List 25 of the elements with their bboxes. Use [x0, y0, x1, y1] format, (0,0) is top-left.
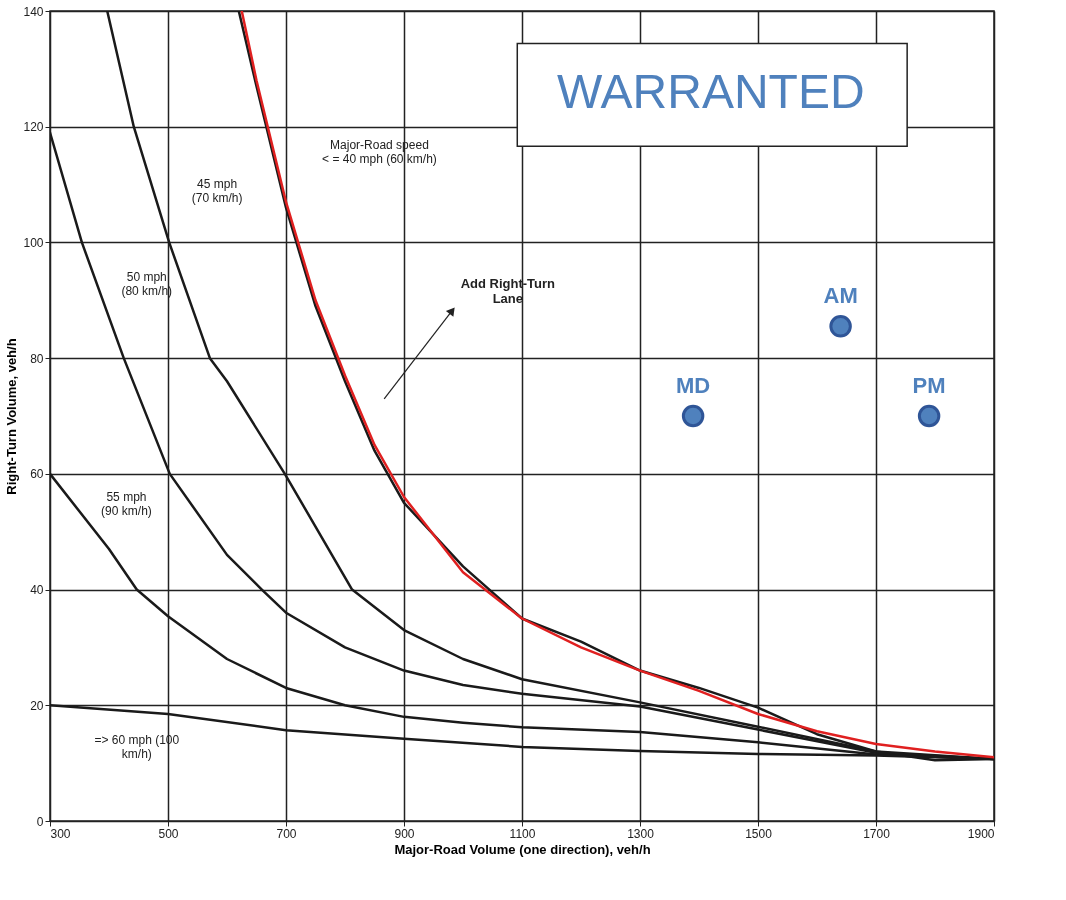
y-tick-label: 20 [30, 698, 44, 713]
y-tick-label: 0 [36, 814, 44, 829]
x-tick-label: 1300 [627, 826, 655, 841]
annotation: 55 mph (90 km/h) [101, 490, 152, 518]
x-tick-label: 900 [394, 826, 415, 841]
annotation: WARRANTED [557, 65, 865, 119]
annotation: PM [912, 373, 946, 398]
y-axis-title: Right-Turn Volume, veh/h [4, 338, 20, 495]
x-tick-label: 1100 [509, 826, 536, 841]
annotation: 45 mph (70 km/h) [191, 177, 243, 206]
annotation: MD [675, 373, 711, 398]
x-tick-label: 700 [276, 826, 297, 841]
x-tick-label: 1700 [863, 826, 891, 841]
y-tick-label: 80 [30, 351, 44, 366]
y-tick-label: 40 [30, 583, 44, 598]
annotation: AM [823, 283, 858, 309]
y-tick-label: 140 [23, 4, 44, 19]
y-tick-label: 100 [23, 235, 44, 250]
x-tick-label: 300 [50, 826, 71, 841]
x-tick-label: 500 [158, 826, 179, 841]
x-axis-title: Major-Road Volume (one direction), veh/h [394, 841, 651, 857]
y-tick-label: 120 [23, 120, 44, 135]
y-tick-label: 60 [30, 467, 44, 482]
x-tick-label: 1900 [967, 826, 995, 841]
x-tick-label: 1500 [745, 826, 773, 841]
